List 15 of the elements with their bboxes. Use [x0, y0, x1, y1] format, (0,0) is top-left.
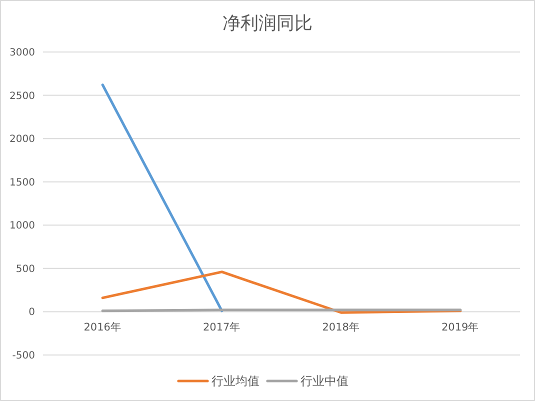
legend-label: 行业中值	[300, 374, 348, 388]
x-tick-label: 2018年	[322, 322, 360, 334]
x-tick-label: 2019年	[442, 322, 480, 334]
chart-title: 净利润同比	[222, 13, 312, 34]
y-tick-label: -500	[12, 350, 35, 362]
y-tick-label: 0	[28, 307, 35, 318]
y-tick-label: 1000	[10, 220, 35, 232]
y-tick-label: 3000	[10, 48, 35, 58]
x-tick-label: 2016年	[84, 322, 122, 334]
y-tick-label: 2500	[10, 90, 35, 102]
y-tick-label: 2000	[10, 134, 35, 146]
x-tick-label: 2017年	[203, 322, 241, 334]
y-tick-label: 500	[16, 264, 35, 275]
y-tick-label: 1500	[10, 177, 35, 188]
legend-label: 行业均值	[212, 374, 260, 388]
